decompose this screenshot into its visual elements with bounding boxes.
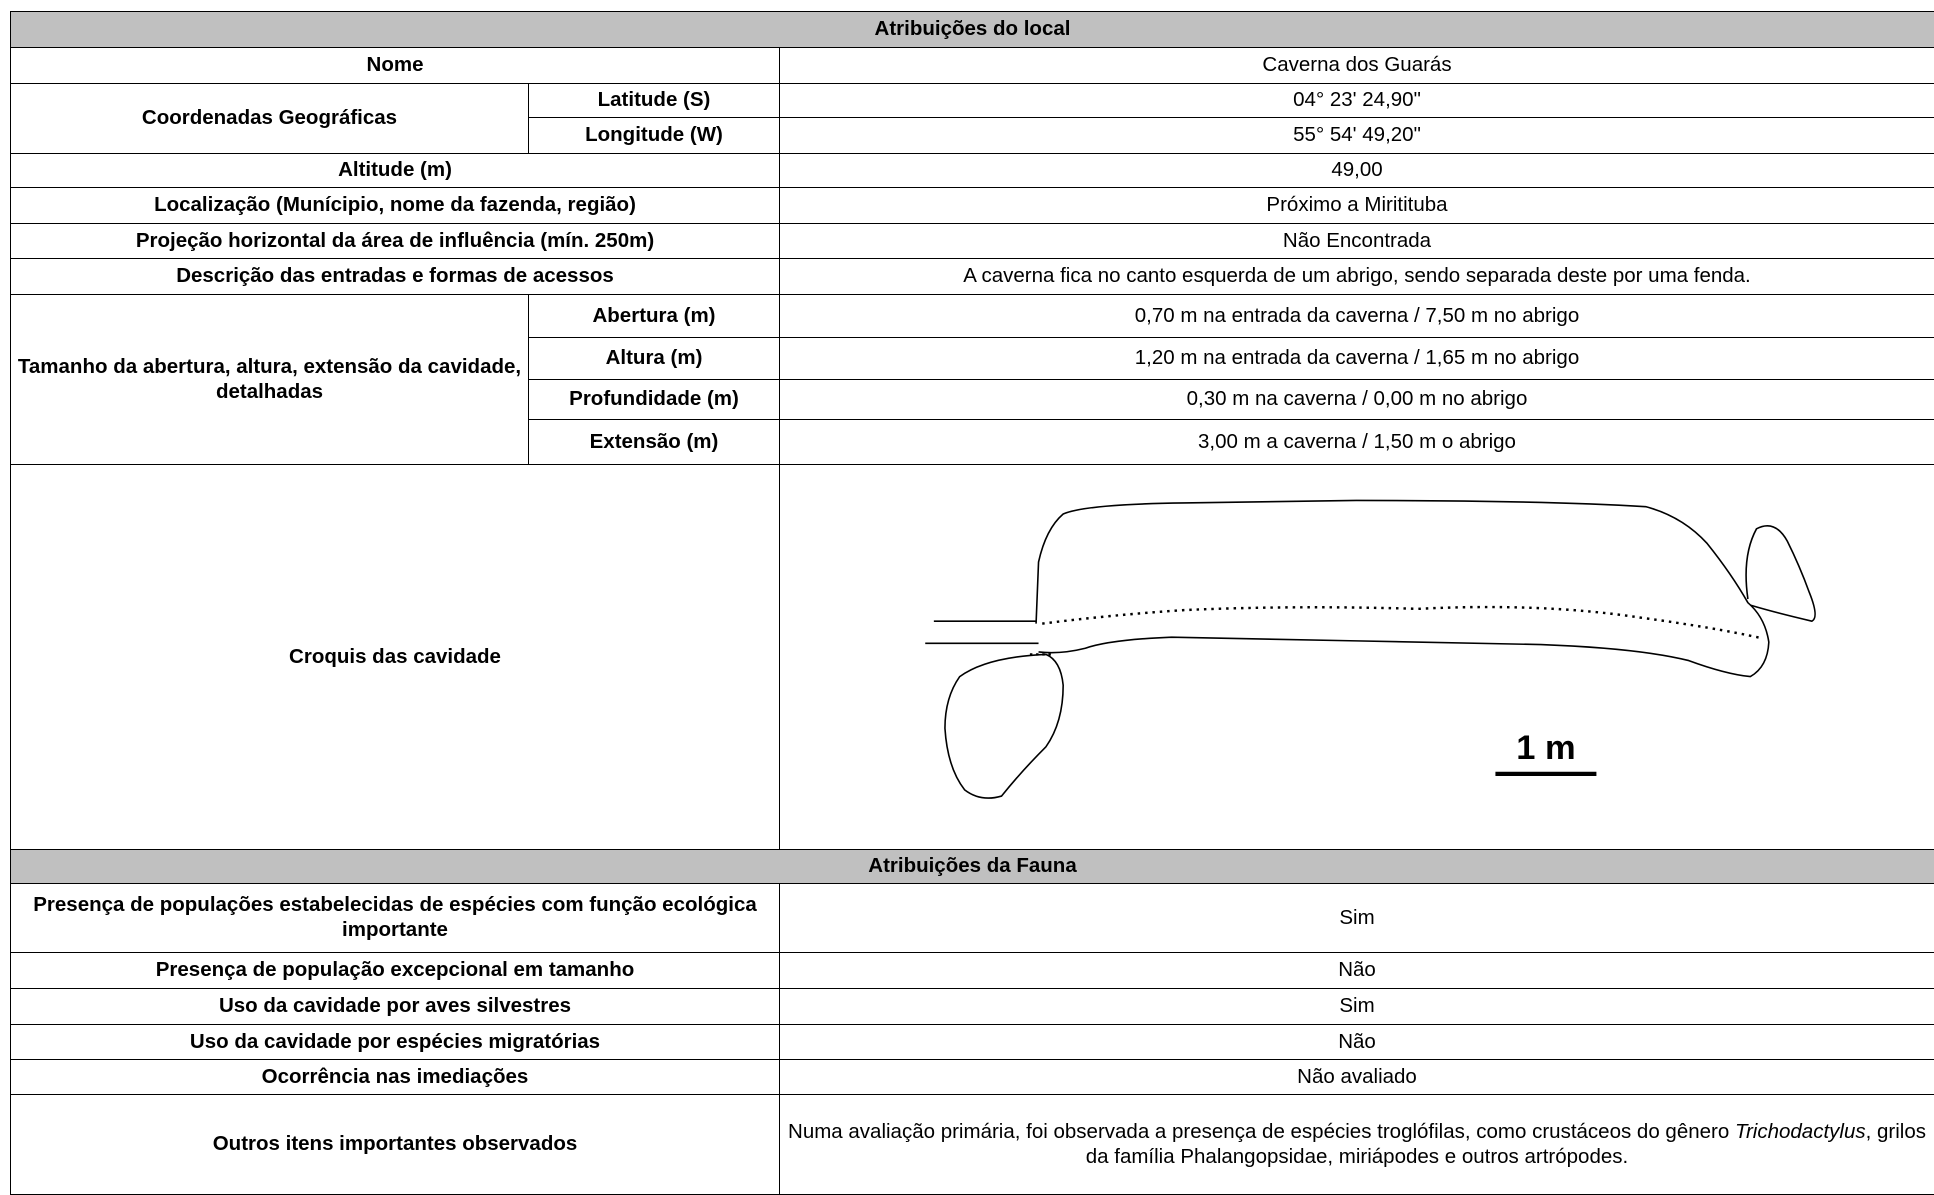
value: 0,30 m na caverna / 0,00 m no abrigo	[780, 380, 1934, 420]
sketch-outline	[1746, 525, 1815, 620]
sketch-dots	[1042, 607, 1762, 638]
label: Presença de populações estabelecidas de …	[11, 884, 780, 953]
value: Não Encontrada	[780, 224, 1934, 259]
cave-sketch: 1 m	[780, 466, 1934, 849]
value: Numa avaliação primária, foi observada a…	[780, 1095, 1934, 1195]
sketch-line	[925, 621, 1038, 643]
label: Presença de população excepcional em tam…	[11, 953, 780, 989]
label: Nome	[11, 48, 780, 84]
label: Altitude (m)	[11, 154, 780, 188]
scale-label: 1 m	[1516, 729, 1575, 767]
text: Numa avaliação primária, foi observada a…	[788, 1120, 1735, 1143]
sub-label: Abertura (m)	[529, 295, 780, 338]
label: Outros itens importantes observados	[11, 1095, 780, 1195]
label: Descrição das entradas e formas de acess…	[11, 259, 780, 295]
value: Sim	[780, 884, 1934, 953]
label: Uso da cavidade por espécies migratórias	[11, 1025, 780, 1060]
value: 04° 23' 24,90"	[780, 84, 1934, 118]
sub-label: Latitude (S)	[529, 84, 780, 118]
sub-label: Profundidade (m)	[529, 380, 780, 420]
label: Tamanho da abertura, altura, extensão da…	[11, 295, 529, 465]
value: Sim	[780, 989, 1934, 1025]
section-title: Atribuições do local	[11, 12, 1934, 48]
value: 0,70 m na entrada da caverna / 7,50 m no…	[780, 295, 1934, 338]
value: Não	[780, 1025, 1934, 1060]
sketch-outline	[1036, 500, 1769, 676]
label: Projeção horizontal da área de influênci…	[11, 224, 780, 259]
value: 3,00 m a caverna / 1,50 m o abrigo	[780, 420, 1934, 465]
value: Próximo a Miritituba	[780, 188, 1934, 224]
italic-text: Trichodactylus	[1735, 1120, 1866, 1143]
label: Ocorrência nas imediações	[11, 1060, 780, 1095]
sub-label: Longitude (W)	[529, 118, 780, 154]
value: Caverna dos Guarás	[780, 48, 1934, 84]
value: 55° 54' 49,20"	[780, 118, 1934, 154]
label: Localização (Munícipio, nome da fazenda,…	[11, 188, 780, 224]
label: Uso da cavidade por aves silvestres	[11, 989, 780, 1025]
value: A caverna fica no canto esquerda de um a…	[780, 259, 1934, 295]
value: 1,20 m na entrada da caverna / 1,65 m no…	[780, 338, 1934, 380]
sub-label: Extensão (m)	[529, 420, 780, 465]
label: Croquis das cavidade	[11, 465, 780, 850]
value: Não avaliado	[780, 1060, 1934, 1095]
value: 49,00	[780, 154, 1934, 188]
section-title: Atribuições da Fauna	[11, 850, 1934, 884]
label: Coordenadas Geográficas	[11, 84, 529, 154]
sub-label: Altura (m)	[529, 338, 780, 380]
sketch-outline	[945, 654, 1063, 798]
value: Não	[780, 953, 1934, 989]
sketch-cell: 1 m	[780, 465, 1934, 850]
